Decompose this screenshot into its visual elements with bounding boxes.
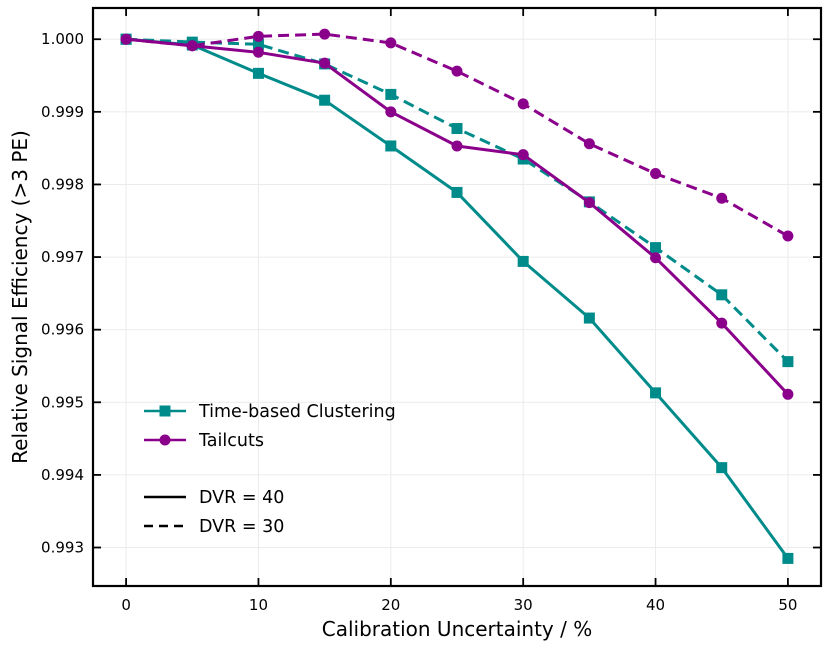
y-tick-label: 0.994 bbox=[41, 466, 84, 484]
data-point bbox=[252, 67, 264, 79]
y-tick-label: 0.997 bbox=[41, 248, 84, 266]
legend-marker bbox=[159, 405, 171, 417]
legend-entry: Time-based Clustering bbox=[144, 402, 396, 422]
x-tick-label: 30 bbox=[514, 596, 533, 614]
legend-entry: Tailcuts bbox=[144, 431, 264, 451]
plot-frame bbox=[91, 6, 823, 588]
series-layer bbox=[120, 28, 794, 564]
data-point bbox=[716, 192, 728, 204]
data-point bbox=[517, 255, 529, 267]
y-tick-label: 0.996 bbox=[41, 321, 84, 339]
data-point bbox=[716, 462, 728, 474]
data-point bbox=[451, 140, 463, 152]
data-point bbox=[120, 33, 132, 45]
x-tick-label: 40 bbox=[646, 596, 665, 614]
legend-label: DVR = 40 bbox=[199, 488, 284, 508]
legend-entry: DVR = 30 bbox=[144, 517, 284, 537]
data-point bbox=[650, 387, 662, 399]
data-point bbox=[186, 40, 198, 52]
data-point bbox=[451, 123, 463, 135]
y-tick-label: 0.998 bbox=[41, 175, 84, 193]
axis-ticks: 0 10 20 30 40 50 0.993 0.994 0.995 0.996 0.997 0.99… bbox=[41, 8, 821, 614]
x-tick-label: 50 bbox=[778, 596, 797, 614]
x-tick-label: 0 bbox=[121, 596, 131, 614]
data-point bbox=[650, 242, 662, 254]
data-point bbox=[782, 388, 794, 400]
data-point bbox=[319, 28, 331, 40]
data-point bbox=[782, 230, 794, 242]
data-point bbox=[583, 312, 595, 324]
data-point bbox=[252, 30, 264, 42]
y-tick-label: 1.000 bbox=[41, 30, 84, 48]
data-point bbox=[319, 57, 331, 69]
x-tick-label: 10 bbox=[249, 596, 268, 614]
y-tick-label: 0.993 bbox=[41, 539, 84, 557]
data-point bbox=[252, 46, 264, 58]
legend-label: Tailcuts bbox=[198, 431, 264, 451]
series-line bbox=[125, 32, 789, 238]
data-point bbox=[319, 94, 331, 106]
x-tick-label: 20 bbox=[381, 596, 400, 614]
data-point bbox=[716, 317, 728, 329]
data-point bbox=[385, 140, 397, 152]
data-point bbox=[650, 252, 662, 264]
x-axis-label: Calibration Uncertainty / % bbox=[322, 617, 592, 641]
data-point bbox=[451, 186, 463, 198]
data-point bbox=[583, 197, 595, 209]
data-point bbox=[451, 65, 463, 77]
data-point bbox=[252, 38, 264, 50]
data-point bbox=[385, 106, 397, 118]
legend-marker bbox=[159, 434, 171, 446]
legend-label: DVR = 30 bbox=[199, 517, 284, 537]
y-tick-label: 0.995 bbox=[41, 393, 84, 411]
data-point bbox=[583, 138, 595, 150]
data-point bbox=[650, 168, 662, 180]
data-point bbox=[385, 37, 397, 49]
data-point bbox=[385, 88, 397, 100]
y-axis-label: Relative Signal Efficiency (>3 PE) bbox=[8, 130, 32, 464]
legend-label: Time-based Clustering bbox=[198, 402, 396, 422]
data-point bbox=[782, 356, 794, 368]
series-tailcuts-dvr-30 bbox=[120, 28, 794, 242]
data-point bbox=[517, 98, 529, 110]
legend-entry: DVR = 40 bbox=[144, 488, 284, 508]
data-point bbox=[517, 149, 529, 161]
legend: Time-based Clustering Tailcuts DVR = 40 DVR… bbox=[144, 402, 396, 537]
grid bbox=[93, 8, 821, 586]
data-point bbox=[716, 289, 728, 301]
data-point bbox=[782, 552, 794, 564]
y-tick-label: 0.999 bbox=[41, 103, 84, 121]
